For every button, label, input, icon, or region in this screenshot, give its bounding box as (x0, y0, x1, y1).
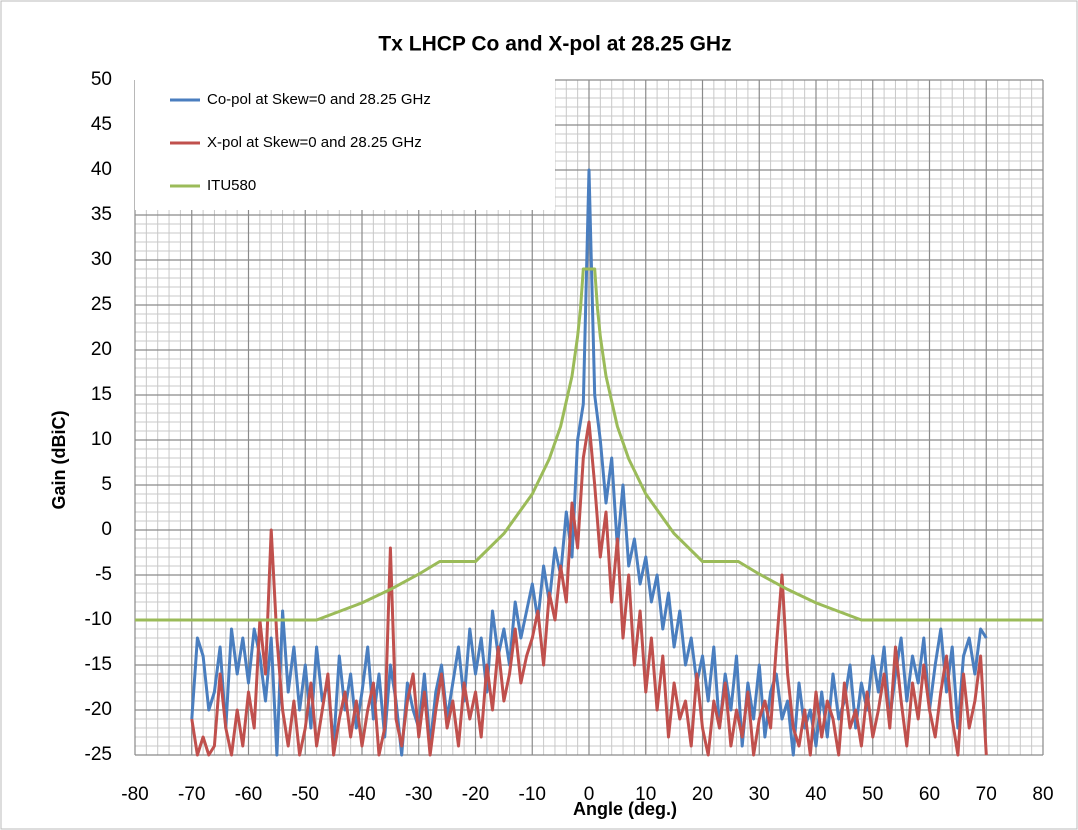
y-tick-label: 30 (91, 249, 112, 270)
y-tick-label: -10 (85, 609, 112, 630)
x-tick-label: -30 (405, 784, 432, 805)
plot-lines (135, 168, 1043, 757)
y-tick-label: 15 (91, 384, 112, 405)
x-tick-label: -20 (462, 784, 489, 805)
series-line (190, 420, 988, 757)
x-tick-label: -10 (519, 784, 546, 805)
x-tick-label: 40 (805, 784, 826, 805)
x-tick-label: 50 (862, 784, 883, 805)
y-tick-label: 50 (91, 69, 112, 90)
legend-box (135, 74, 555, 210)
y-axis-label: Gain (dBiC) (49, 411, 69, 510)
x-tick-label: -70 (178, 784, 205, 805)
y-tick-label: -5 (95, 564, 112, 585)
x-tick-label: -40 (348, 784, 375, 805)
y-tick-label: 40 (91, 159, 112, 180)
chart-title: Tx LHCP Co and X-pol at 28.25 GHz (378, 33, 731, 56)
y-tick-label: -25 (85, 744, 112, 765)
y-tick-label: 20 (91, 339, 112, 360)
y-tick-label: 0 (101, 519, 112, 540)
y-tick-label: 25 (91, 294, 112, 315)
legend-label: Co-pol at Skew=0 and 28.25 GHz (207, 91, 431, 108)
legend-label: X-pol at Skew=0 and 28.25 GHz (207, 134, 422, 151)
x-tick-label: 80 (1032, 784, 1053, 805)
legend: Co-pol at Skew=0 and 28.25 GHz X-pol at S… (135, 74, 555, 210)
x-tick-label: 20 (692, 784, 713, 805)
x-tick-label: 70 (976, 784, 997, 805)
x-tick-label: -50 (292, 784, 319, 805)
y-tick-label: 10 (91, 429, 112, 450)
x-tick-label: -80 (121, 784, 148, 805)
x-tick-label: 0 (584, 784, 595, 805)
y-tick-label: -15 (85, 654, 112, 675)
x-tick-label: 30 (749, 784, 770, 805)
x-tick-label: 10 (635, 784, 656, 805)
legend-label: ITU580 (207, 177, 256, 194)
series-line (135, 267, 1043, 622)
y-tick-label: 35 (91, 204, 112, 225)
x-axis-label: Angle (deg.) (573, 799, 677, 819)
x-tick-label: -60 (235, 784, 262, 805)
y-tick-label: 5 (101, 474, 112, 495)
x-tick-label: 60 (919, 784, 940, 805)
y-tick-label: 45 (91, 114, 112, 135)
y-tick-label: -20 (85, 699, 112, 720)
